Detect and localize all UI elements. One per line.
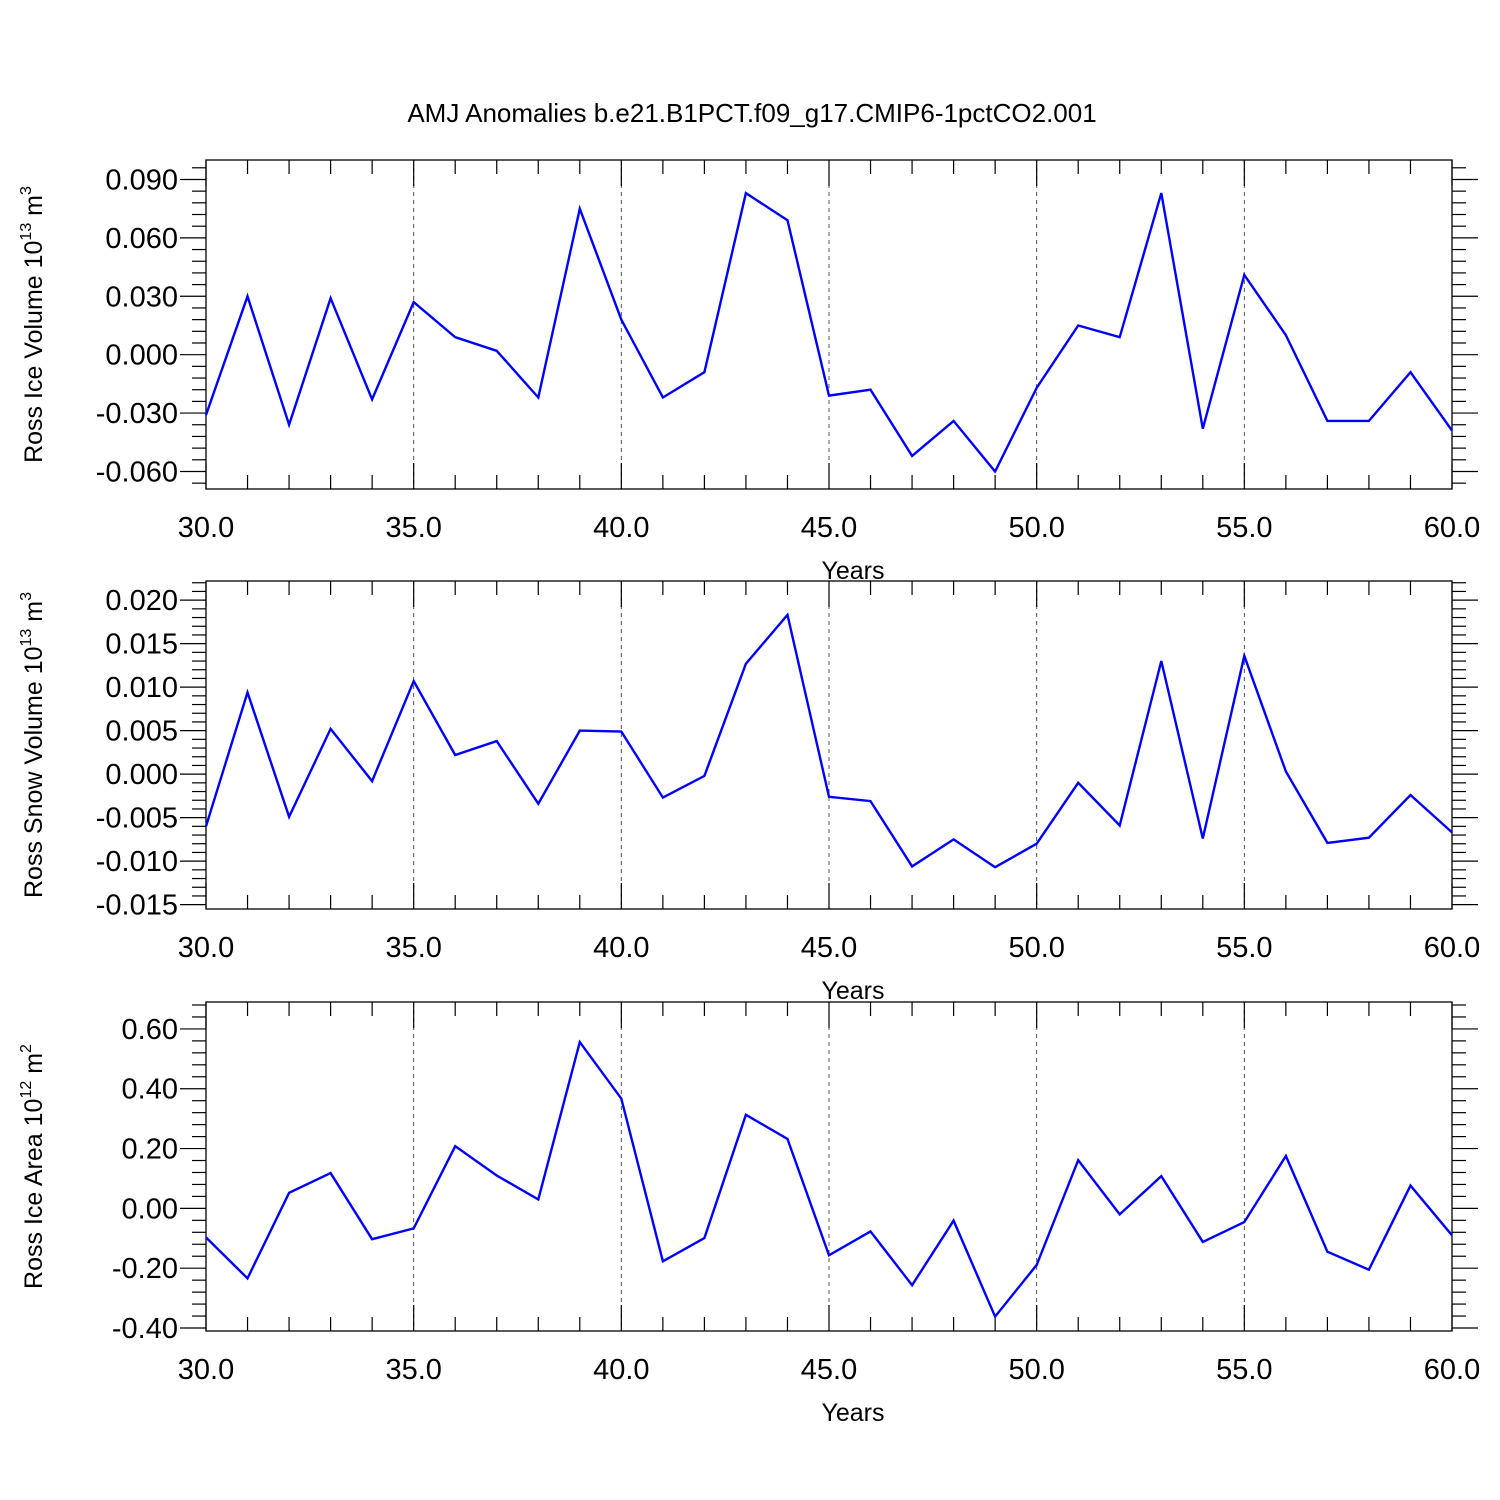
series-line bbox=[204, 612, 1453, 869]
y-tick-label: -0.40 bbox=[112, 1313, 178, 1345]
chart-panel-2: -0.015 -0.010 -0.005 0.000 0.005 0.010 0.015 0.… bbox=[18, 580, 1480, 1005]
x-tick-label: 30.0 bbox=[178, 512, 234, 544]
series-line bbox=[204, 191, 1453, 474]
x-tick-label: 60.0 bbox=[1424, 1354, 1480, 1386]
x-tick-label: 55.0 bbox=[1216, 932, 1272, 964]
y-axis-title: Ross Snow Volume 1013 m3 bbox=[18, 592, 48, 898]
x-tick-label: 55.0 bbox=[1216, 512, 1272, 544]
x-tick-label: 50.0 bbox=[1008, 512, 1064, 544]
y-tick-label: 0.00 bbox=[122, 1193, 178, 1225]
x-tick-label: 35.0 bbox=[385, 512, 441, 544]
y-tick-label: 0.010 bbox=[105, 672, 178, 704]
y-tick-label: 0.60 bbox=[122, 1014, 178, 1046]
series-line bbox=[205, 1039, 1453, 1319]
y-tick-label: -0.005 bbox=[96, 803, 178, 835]
y-tick-label: -0.060 bbox=[96, 456, 178, 488]
y-tick-label: -0.030 bbox=[96, 398, 178, 430]
x-tick-label: 55.0 bbox=[1216, 1354, 1272, 1386]
y-tick-label: 0.20 bbox=[122, 1134, 178, 1166]
x-tick-label: 40.0 bbox=[593, 932, 649, 964]
y-tick-label: -0.015 bbox=[96, 890, 178, 922]
x-tick-label: 30.0 bbox=[178, 932, 234, 964]
x-tick-label: 40.0 bbox=[593, 1354, 649, 1386]
x-tick-label: 35.0 bbox=[385, 1354, 441, 1386]
y-tick-label: -0.010 bbox=[96, 846, 178, 878]
y-tick-label: 0.030 bbox=[105, 281, 178, 313]
x-tick-label: 35.0 bbox=[385, 932, 441, 964]
chart-panel-3: -0.40 -0.20 0.00 0.20 0.40 0.60 30.0 35.0 40.0 45… bbox=[18, 1001, 1480, 1427]
y-tick-label: 0.40 bbox=[122, 1074, 178, 1106]
x-tick-label: 45.0 bbox=[801, 1354, 857, 1386]
x-tick-label: 45.0 bbox=[801, 512, 857, 544]
chart-panel-1: -0.060 -0.030 0.000 0.030 0.060 0.090 30.0 35.0… bbox=[18, 159, 1480, 585]
x-tick-label: 50.0 bbox=[1008, 1354, 1064, 1386]
y-tick-label: 0.000 bbox=[105, 759, 178, 791]
y-tick-label: 0.090 bbox=[105, 164, 178, 196]
x-tick-label: 40.0 bbox=[593, 512, 649, 544]
y-tick-label: 0.005 bbox=[105, 716, 178, 748]
y-tick-label: 0.060 bbox=[105, 223, 178, 255]
y-tick-label: 0.020 bbox=[105, 585, 178, 617]
y-tick-label: 0.015 bbox=[105, 629, 178, 661]
y-tick-label: -0.20 bbox=[112, 1253, 178, 1285]
x-axis-title: Years bbox=[821, 557, 884, 585]
panels: -0.060 -0.030 0.000 0.030 0.060 0.090 30.0 35.0… bbox=[18, 159, 1480, 1427]
x-tick-label: 30.0 bbox=[178, 1354, 234, 1386]
x-axis-title: Years bbox=[821, 1399, 884, 1427]
x-axis-title: Years bbox=[821, 977, 884, 1005]
x-tick-label: 50.0 bbox=[1008, 932, 1064, 964]
x-tick-label: 60.0 bbox=[1424, 932, 1480, 964]
y-axis-title: Ross Ice Area 1012 m2 bbox=[18, 1044, 48, 1289]
x-tick-label: 60.0 bbox=[1424, 512, 1480, 544]
figure-title: AMJ Anomalies b.e21.B1PCT.f09_g17.CMIP6-… bbox=[407, 98, 1096, 128]
y-tick-label: 0.000 bbox=[105, 340, 178, 372]
x-tick-label: 45.0 bbox=[801, 932, 857, 964]
y-axis-title: Ross Ice Volume 1013 m3 bbox=[18, 186, 48, 463]
